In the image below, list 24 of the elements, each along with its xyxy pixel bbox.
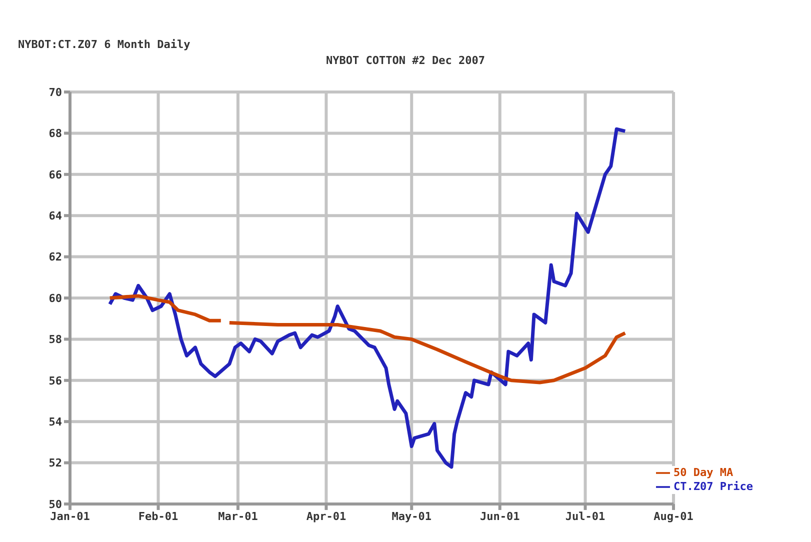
chart-title: NYBOT COTTON #2 Dec 2007 [325,54,486,67]
x-tick-label: Aug-01 [654,510,694,523]
x-tick-label: May-01 [392,510,432,523]
x-tick-label: Apr-01 [306,510,346,523]
x-tick-label: Jan-01 [50,510,90,523]
y-tick-label: 60 [48,292,62,305]
y-tick-label: 70 [48,86,62,99]
y-tick-label: 62 [48,250,62,264]
legend-label: 50 Day MA [674,466,734,480]
x-tick-label: Mar-01 [218,510,258,523]
y-tick-label: 50 [48,498,62,511]
y-tick-label: 64 [48,210,62,223]
y-tick-label: 68 [48,127,62,140]
y-tick-label: 58 [48,333,62,346]
y-tick-label: 66 [48,168,62,182]
line-series [108,127,627,469]
x-tick-label: Feb-01 [138,510,178,523]
x-tick-label: Jun-01 [480,510,520,523]
x-tick-label: Jul-01 [565,510,606,523]
y-tick-label: 56 [48,374,62,388]
y-tick-label: 52 [48,456,62,470]
chart-subtitle: NYBOT:CT.Z07 6 Month Daily [18,38,190,51]
legend-label: CT.Z07 Price [674,480,753,494]
y-tick-label: 54 [48,416,62,429]
